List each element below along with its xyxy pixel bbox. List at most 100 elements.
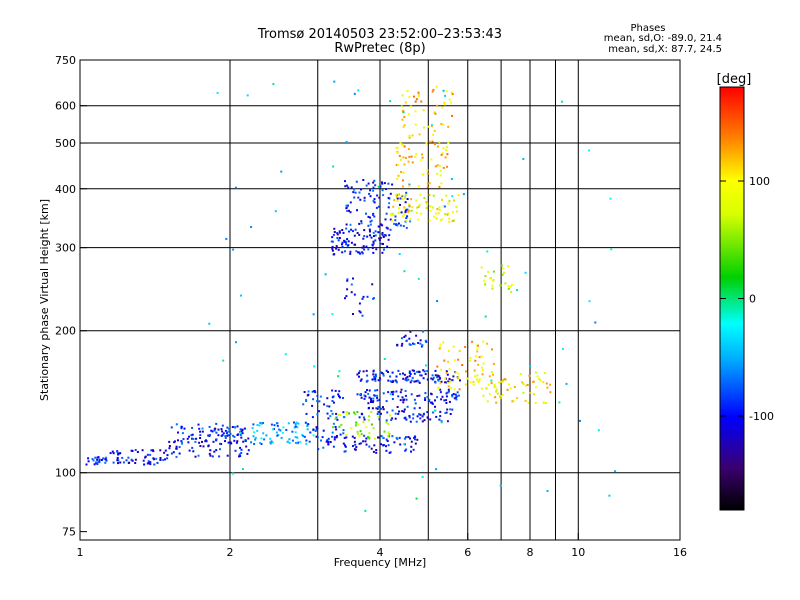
data-point <box>482 340 485 343</box>
data-point <box>425 142 428 145</box>
data-point <box>282 426 285 429</box>
data-point <box>286 440 289 443</box>
data-point <box>117 452 120 455</box>
data-point <box>457 358 460 361</box>
data-point <box>363 229 366 232</box>
data-point <box>385 421 388 424</box>
data-point <box>410 393 413 396</box>
data-point <box>529 365 531 368</box>
data-point <box>473 369 476 372</box>
data-point <box>521 381 524 384</box>
data-point <box>417 277 420 280</box>
data-point <box>315 435 318 438</box>
data-point <box>538 378 541 380</box>
data-point <box>338 230 341 233</box>
data-point <box>344 297 346 300</box>
data-point <box>539 379 542 382</box>
data-point <box>434 381 437 384</box>
data-point <box>199 445 202 447</box>
data-point <box>381 189 384 192</box>
data-point <box>403 336 406 338</box>
data-point <box>355 180 358 183</box>
data-point <box>331 400 334 402</box>
data-point <box>376 394 379 397</box>
data-point <box>201 440 203 443</box>
data-point <box>529 392 531 394</box>
data-point <box>510 290 513 293</box>
data-point <box>358 251 361 254</box>
data-point <box>245 445 248 448</box>
data-point <box>511 283 513 286</box>
data-point <box>367 407 370 410</box>
data-point <box>396 200 399 202</box>
data-point <box>532 381 535 383</box>
data-point <box>204 440 207 443</box>
data-point <box>350 228 353 231</box>
data-point <box>434 165 437 168</box>
data-point <box>385 226 388 229</box>
data-point <box>387 444 390 447</box>
data-point <box>453 388 456 391</box>
data-point <box>207 434 210 437</box>
data-point <box>525 384 527 387</box>
data-point <box>353 92 356 95</box>
data-point <box>431 374 434 377</box>
data-point <box>180 427 183 430</box>
data-point <box>358 375 360 378</box>
data-point <box>500 264 503 267</box>
data-point <box>319 395 322 398</box>
data-point <box>231 426 234 428</box>
data-point <box>331 431 334 434</box>
data-point <box>131 450 134 452</box>
data-point <box>372 231 375 234</box>
data-point <box>146 453 149 456</box>
data-point <box>383 248 385 251</box>
axis-ticks: 1 2 4 6 8 10 16 75 100 200 300 400 500 600 750 <box>55 54 687 559</box>
data-point <box>242 440 245 443</box>
data-point <box>408 155 411 158</box>
data-point <box>454 371 457 374</box>
data-point <box>435 212 437 215</box>
data-point <box>365 437 368 440</box>
data-point <box>370 447 373 450</box>
data-point <box>431 140 434 143</box>
data-point <box>121 456 124 459</box>
data-point <box>457 376 460 379</box>
data-point <box>435 415 438 418</box>
data-point <box>365 443 368 446</box>
data-point <box>372 214 374 216</box>
data-point <box>431 90 434 93</box>
data-point <box>349 252 352 255</box>
data-point <box>357 372 360 374</box>
data-point <box>243 427 246 430</box>
data-point <box>490 370 493 373</box>
data-point <box>307 393 310 396</box>
data-point <box>418 370 420 373</box>
data-point <box>372 240 375 243</box>
data-point <box>343 437 346 439</box>
data-point <box>451 220 454 223</box>
data-point <box>329 415 332 418</box>
data-point <box>344 240 347 243</box>
data-point <box>362 421 365 423</box>
data-point <box>299 441 302 443</box>
data-point <box>448 217 451 220</box>
data-point <box>365 426 368 429</box>
data-point <box>344 185 347 188</box>
data-point <box>404 196 406 199</box>
data-point <box>558 401 561 404</box>
data-point <box>395 381 398 384</box>
data-point <box>331 313 334 316</box>
data-point <box>336 418 339 421</box>
data-point <box>328 405 331 408</box>
data-point <box>444 94 447 97</box>
phase-legend-x: mean, sd,X: 87.7, 24.5 <box>608 44 722 55</box>
data-point <box>443 399 446 402</box>
data-point <box>410 379 413 382</box>
data-point <box>414 110 417 113</box>
data-point <box>426 186 429 189</box>
data-point <box>491 287 494 290</box>
data-point <box>382 243 384 245</box>
data-point <box>358 233 361 236</box>
data-point <box>376 413 379 415</box>
